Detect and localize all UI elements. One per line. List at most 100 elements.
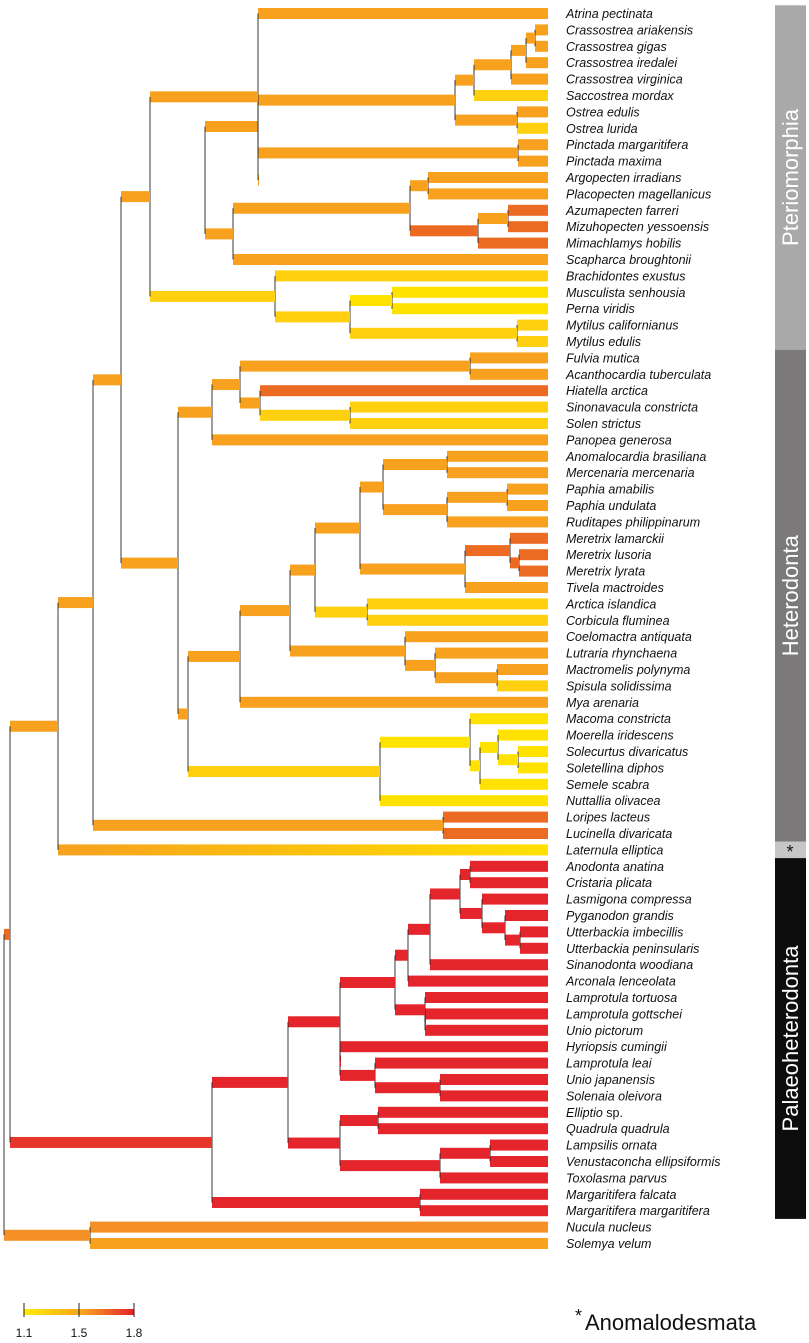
tip-branch-12	[508, 204, 548, 216]
taxon-label: Scapharca broughtonii	[566, 253, 692, 267]
branch-33	[315, 606, 367, 618]
taxon-label: Ostrea lurida	[566, 122, 638, 136]
taxon-label: Venustaconcha ellipsiformis	[566, 1155, 720, 1169]
tip-branch-27	[447, 450, 548, 462]
taxon-label: Mytilus edulis	[566, 335, 641, 349]
tip-branch-52	[470, 860, 548, 872]
branch-38	[240, 605, 290, 617]
branch-43	[380, 736, 470, 748]
taxon-label: Sinanodonta woodiana	[566, 958, 693, 972]
tip-branch-44	[498, 729, 548, 741]
taxon-label: Mytilus californianus	[566, 319, 679, 333]
taxon-labels: Atrina pectinata Crassostrea ariakensis Cr…	[565, 7, 720, 1251]
taxon-label: Utterbackia imbecillis	[566, 925, 683, 939]
branch-69	[212, 1076, 288, 1088]
tip-branch-2	[535, 40, 548, 52]
taxon-label: Meretrix lusoria	[566, 548, 651, 562]
tip-branch-71	[440, 1172, 548, 1184]
clade-label-4: Palaeoheterodonta	[778, 945, 803, 1132]
taxon-label: Hyriopsis cumingii	[566, 1040, 668, 1054]
tip-branch-42	[240, 696, 548, 708]
taxon-label: Lamprotula leai	[566, 1057, 653, 1071]
tip-branch-21	[470, 352, 548, 364]
taxon-label: Solenaia oleivora	[566, 1089, 662, 1103]
branch-65	[340, 1115, 378, 1126]
branch-68	[288, 1137, 340, 1149]
branch-7	[205, 121, 258, 133]
taxon-label: Pinctada maxima	[566, 155, 662, 169]
branch-44	[188, 765, 380, 777]
note-star: *	[575, 1306, 582, 1326]
tip-branch-67	[378, 1106, 548, 1118]
tip-branch-33	[519, 549, 548, 561]
tip-branch-74	[90, 1221, 548, 1233]
tip-branch-51	[58, 844, 548, 856]
tip-branch-46	[518, 762, 548, 774]
branch-3	[455, 74, 474, 86]
tip-branch-10	[428, 172, 548, 183]
branch-1	[511, 44, 526, 56]
branch-56	[408, 923, 430, 935]
taxon-label: Lucinella divaricata	[566, 827, 672, 841]
tip-branch-18	[392, 303, 548, 315]
tip-branch-4	[511, 73, 548, 85]
branch-57	[395, 949, 408, 961]
branch-24	[178, 406, 212, 418]
tip-branch-1	[535, 24, 548, 36]
tip-branch-69	[490, 1139, 548, 1151]
taxon-label: Ostrea edulis	[566, 105, 640, 119]
branch-19	[121, 191, 150, 203]
color-legend: 1.1 1.5 1.8	[16, 1303, 143, 1340]
legend-tick-label-1: 1.1	[16, 1326, 33, 1340]
taxon-label: Sinonavacula constricta	[566, 401, 698, 415]
taxon-label: Moerella iridescens	[566, 729, 674, 743]
branch-11	[233, 202, 410, 214]
branch-50	[10, 720, 58, 732]
branch-64	[288, 1016, 340, 1028]
clade-bar-1	[775, 5, 806, 350]
branch-13	[258, 174, 259, 186]
tip-branch-15	[233, 254, 548, 265]
branch-60	[340, 977, 395, 989]
branch-20	[240, 360, 470, 372]
branch-39	[188, 650, 240, 662]
clade-bars: Pteriomorphia Heterodonta * Palaeoheterodon…	[775, 5, 806, 1219]
branch-70	[212, 1197, 420, 1208]
tip-branch-3	[526, 57, 548, 69]
taxon-label: Placopecten magellanicus	[566, 187, 711, 201]
tip-branch-58	[430, 959, 548, 971]
branch-25	[383, 459, 447, 470]
tip-branch-48	[380, 795, 548, 807]
tip-branch-59	[408, 975, 548, 987]
branch-9	[478, 213, 508, 224]
taxon-label: Solen strictus	[566, 417, 641, 431]
branch-53	[482, 922, 505, 934]
tip-branch-16	[275, 270, 548, 282]
taxon-label: Macoma constricta	[566, 712, 671, 726]
tip-branch-55	[505, 910, 548, 921]
tip-branch-68	[378, 1123, 548, 1135]
taxon-label: Meretrix lyrata	[566, 565, 645, 579]
tip-branch-14	[478, 237, 548, 249]
tip-branch-47	[480, 778, 548, 790]
tip-branch-40	[497, 664, 548, 675]
tip-branch-11	[428, 188, 548, 200]
tip-branch-31	[447, 516, 548, 528]
tip-branch-0	[258, 8, 548, 19]
taxon-label: Musculista senhousia	[566, 286, 686, 300]
branch-72	[4, 928, 10, 940]
branch-55	[430, 888, 460, 900]
taxon-label: Crassostrea gigas	[566, 40, 667, 54]
tip-branch-64	[375, 1057, 548, 1069]
taxon-label: Paphia amabilis	[566, 483, 654, 497]
taxon-label: Azumapecten farreri	[565, 204, 680, 218]
taxon-label: Atrina pectinata	[565, 7, 653, 21]
taxon-label: Unio japanensis	[566, 1073, 655, 1087]
taxon-label: Arctica islandica	[565, 597, 656, 611]
branch-73	[4, 1229, 90, 1241]
taxon-label: Utterbackia peninsularis	[566, 942, 699, 956]
taxon-label: Argopecten irradians	[565, 171, 681, 185]
branch-63	[340, 1055, 341, 1067]
tip-branch-25	[350, 418, 548, 429]
